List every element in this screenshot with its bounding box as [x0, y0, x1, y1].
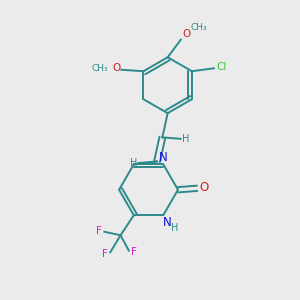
Text: O: O	[182, 29, 190, 39]
Text: Cl: Cl	[217, 62, 227, 72]
Text: H: H	[130, 158, 137, 168]
Text: O: O	[199, 181, 208, 194]
Text: F: F	[96, 226, 102, 236]
Text: H: H	[182, 134, 189, 144]
Text: H: H	[171, 223, 178, 232]
Text: O: O	[112, 63, 120, 73]
Text: CH₃: CH₃	[191, 23, 208, 32]
Text: F: F	[102, 248, 108, 259]
Text: CH₃: CH₃	[92, 64, 109, 73]
Text: F: F	[131, 247, 137, 257]
Text: N: N	[162, 215, 171, 229]
Text: N: N	[159, 151, 168, 164]
